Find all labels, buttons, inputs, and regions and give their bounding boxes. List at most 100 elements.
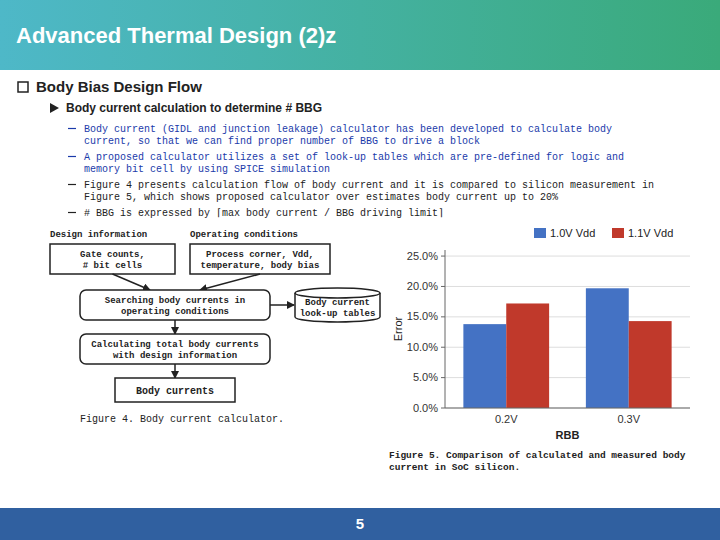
sub-bullet: Body current (GIDL and junction leakage)… — [84, 124, 612, 147]
flow-box-text: Process corner, Vdd,temperature, body bi… — [201, 250, 320, 271]
legend-label-line: 1.1V Vdd — [628, 227, 673, 239]
page-number-line: 5 — [356, 515, 364, 532]
flow-box — [190, 244, 330, 274]
page-number: 5 — [356, 515, 364, 532]
y-tick-label: 25.0% — [407, 250, 438, 262]
y-tick — [441, 286, 445, 287]
sub-bullet: A proposed calculator utilizes a set of … — [84, 152, 624, 175]
y-tick — [441, 347, 445, 348]
legend-label: 1.1V Vdd — [628, 227, 673, 239]
x-tick-label: 0.3V — [617, 413, 640, 425]
flow-box-text-line: # bit cells — [83, 261, 142, 271]
flow-box-text-line: Body currents — [136, 386, 214, 397]
flow-label: Design information — [50, 230, 147, 240]
y-tick-label-line: 10.0% — [407, 341, 438, 353]
y-axis-label: Error — [392, 316, 404, 341]
figure-caption-line: current in SoC silicon. — [389, 462, 520, 473]
flow-arrow — [113, 274, 151, 290]
sub-bullet-line: memory bit cell by using SPICE simulatio… — [84, 164, 330, 175]
y-tick — [441, 408, 445, 409]
header-bar — [0, 0, 720, 70]
bullet-arrow — [50, 103, 59, 113]
sub-bullet-line: # BBG is expressed by ⌈max body current … — [84, 208, 444, 219]
grid-line — [445, 316, 690, 317]
flow-label: Operating conditions — [190, 230, 298, 240]
legend-label-line: 1.0V Vdd — [550, 227, 595, 239]
section-header-line: Body Bias Design Flow — [36, 78, 202, 95]
y-tick-label-line: 15.0% — [407, 310, 438, 322]
legend: 1.0V Vdd 1.1V Vdd — [534, 227, 673, 239]
x-tick-label: 0.2V — [495, 413, 518, 425]
flow-arrow — [174, 320, 176, 334]
sub-bullet-line: Figure 4 presents calculation flow of bo… — [84, 180, 654, 191]
y-tick-label-line: 25.0% — [407, 250, 438, 262]
bullet-line: Body current calculation to determine # … — [66, 101, 322, 115]
x-axis — [445, 408, 690, 409]
y-tick-label: 15.0% — [407, 310, 438, 322]
figure-caption: Figure 5. Comparison of calculated and m… — [389, 450, 686, 473]
flow-arrow — [174, 364, 176, 378]
bar — [629, 321, 672, 408]
figure-caption-line: Figure 5. Comparison of calculated and m… — [389, 450, 686, 461]
sub-bullet-dash — [68, 128, 76, 129]
flow-box-text: Calculating total body currentswith desi… — [91, 340, 258, 361]
bullet-square — [18, 82, 28, 92]
flow-box-text-line: Gate counts, — [80, 250, 145, 260]
sub-bullet-line: Figure 5, which shows proposed calculato… — [84, 192, 558, 203]
flow-box-text-line: temperature, body bias — [201, 261, 320, 271]
y-tick-label-line: 20.0% — [407, 280, 438, 292]
flow-label-line: Operating conditions — [190, 230, 298, 240]
flow-box-text-line: Process corner, Vdd, — [206, 250, 314, 260]
bar — [463, 324, 506, 408]
flow-label-line: Design information — [50, 230, 147, 240]
y-tick — [441, 316, 445, 317]
bar — [586, 288, 629, 408]
y-tick-label: 20.0% — [407, 280, 438, 292]
y-tick — [441, 377, 445, 378]
flow-box-text-line: with design information — [113, 351, 237, 361]
y-tick-label: 10.0% — [407, 341, 438, 353]
slide: Advanced Thermal Design (2)z Body Bias De… — [0, 0, 720, 540]
y-axis-label-line: Error — [392, 316, 404, 341]
title-line: Advanced Thermal Design (2)z — [16, 23, 336, 48]
y-tick-label-line: 0.0% — [413, 402, 438, 414]
grid-line — [445, 408, 690, 409]
flow-arrow — [200, 274, 260, 290]
legend-swatch — [612, 228, 624, 238]
x-tick-label-line: 0.3V — [617, 413, 640, 425]
title: Advanced Thermal Design (2)z — [16, 23, 336, 48]
flow-box — [50, 244, 175, 274]
bar — [506, 303, 549, 408]
y-tick — [441, 256, 445, 257]
flow-arrow — [270, 304, 294, 306]
flow-box-text-line: operating conditions — [121, 307, 229, 317]
section-header: Body Bias Design Flow — [36, 78, 202, 95]
flow-box-text-line: Calculating total body currents — [91, 340, 258, 350]
sub-bullet-line: A proposed calculator utilizes a set of … — [84, 152, 624, 163]
sub-bullet-line: Body current (GIDL and junction leakage)… — [84, 124, 612, 135]
x-axis-label: RBB — [556, 429, 580, 441]
sub-bullet-dash — [68, 156, 76, 157]
figure-caption-line: Figure 4. Body current calculator. — [80, 414, 284, 425]
sub-bullet-line: current, so that we can find proper numb… — [84, 136, 480, 147]
flow-box-text-line: Searching body currents in — [105, 296, 245, 306]
flow-box-text: Gate counts,# bit cells — [80, 250, 145, 271]
figure-caption: Figure 4. Body current calculator. — [80, 414, 284, 425]
flow-box-text: Body currents — [136, 386, 214, 397]
flow-box-text: Body currentlook-up tables — [300, 298, 376, 319]
sub-bullet-dash — [68, 212, 76, 213]
flow-box-text-line: look-up tables — [300, 309, 376, 319]
sub-bullet-dash — [68, 184, 76, 185]
flow-box — [115, 378, 235, 402]
grid-line — [445, 256, 690, 257]
y-axis — [445, 250, 446, 408]
grid-line — [445, 286, 690, 287]
y-tick-label: 0.0% — [413, 402, 438, 414]
legend-swatch — [534, 228, 546, 238]
sub-bullet: # BBG is expressed by ⌈max body current … — [84, 208, 444, 219]
x-tick-label-line: 0.2V — [495, 413, 518, 425]
flow-box — [80, 290, 270, 320]
bars — [463, 288, 671, 408]
y-tick-label: 5.0% — [413, 371, 438, 383]
lookup-table-cylinder — [295, 288, 380, 322]
